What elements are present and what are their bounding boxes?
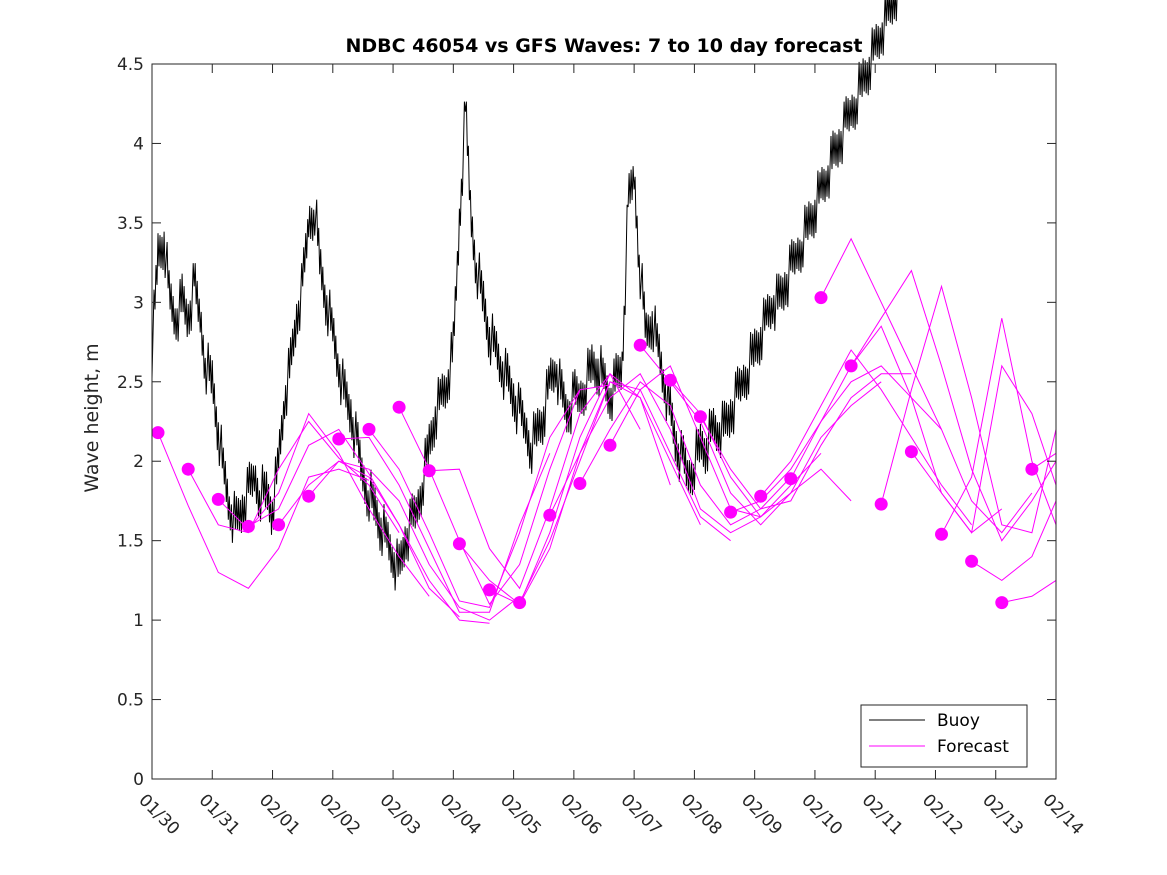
forecast-run-line-24	[850, 269, 1057, 542]
forecast-run-line-19	[699, 373, 912, 510]
forecast-marker-11	[452, 537, 466, 551]
forecast-marker-23	[814, 291, 828, 305]
forecast-marker-19	[693, 410, 707, 424]
forecast-marker-18	[663, 373, 677, 387]
y-axis-label: Wave height, m	[81, 343, 103, 492]
forecast-run-line-1	[157, 432, 370, 589]
forecast-run-line-27	[941, 318, 1057, 535]
chart-title: NDBC 46054 vs GFS Waves: 7 to 10 day for…	[345, 35, 862, 57]
forecast-marker-22	[784, 472, 798, 486]
forecast-marker-9	[392, 400, 406, 414]
forecast-run-line-5	[278, 460, 490, 624]
buoy-series-line	[151, 0, 898, 591]
forecast-marker-7	[332, 432, 346, 446]
forecast-marker-1	[151, 426, 165, 440]
forecast-marker-10	[422, 464, 436, 478]
forecast-marker-24	[844, 359, 858, 373]
y-tick-label-3: 1.5	[117, 532, 144, 552]
forecast-run-line-9	[398, 384, 611, 606]
forecast-run-line-7	[338, 436, 551, 613]
forecast-marker-3	[211, 492, 225, 506]
forecast-marker-16	[603, 438, 617, 452]
forecast-marker-14	[543, 508, 557, 522]
y-tick-label-1: 0.5	[117, 691, 144, 711]
forecast-run-line-4	[248, 428, 460, 618]
y-tick-label-2: 1	[133, 611, 144, 631]
forecast-run-line-14	[549, 373, 761, 534]
forecast-run-line-23	[820, 237, 1033, 534]
forecast-marker-4	[241, 519, 255, 533]
forecast-run-line-2	[187, 420, 400, 534]
forecast-marker-29	[995, 596, 1009, 610]
y-tick-label-8: 4	[133, 134, 144, 154]
forecast-marker-28	[965, 554, 979, 568]
y-tick-label-6: 3	[133, 293, 144, 313]
forecast-marker-8	[362, 422, 376, 436]
forecast-run-line-8	[368, 389, 581, 608]
forecast-marker-2	[181, 462, 195, 476]
plot-background	[152, 64, 1056, 779]
forecast-marker-21	[754, 489, 768, 503]
y-tick-label-4: 2	[133, 452, 144, 472]
forecast-marker-6	[302, 489, 316, 503]
forecast-run-line-29	[1001, 579, 1057, 604]
forecast-marker-30	[1025, 462, 1039, 476]
forecast-marker-25	[874, 497, 888, 511]
legend-forecast-label: Forecast	[937, 737, 1009, 757]
forecast-run-line-25	[880, 284, 1057, 534]
forecast-marker-13	[513, 596, 527, 610]
legend: Buoy Forecast	[860, 704, 1028, 768]
forecast-run-line-26	[910, 364, 1057, 534]
forecast-marker-27	[935, 527, 948, 541]
forecast-marker-20	[724, 505, 738, 519]
forecast-marker-17	[633, 338, 647, 352]
forecast-run-line-6	[308, 460, 520, 621]
y-tick-label-0: 0	[133, 770, 144, 790]
forecast-run-line-15	[579, 381, 792, 526]
forecast-marker-26	[904, 445, 918, 459]
forecast-run-line-17	[639, 344, 852, 526]
axes-box	[151, 63, 1057, 780]
legend-buoy-label: Buoy	[937, 711, 980, 731]
y-tick-label-5: 2.5	[117, 373, 144, 393]
y-tick-label-7: 3.5	[117, 214, 144, 234]
forecast-marker-12	[483, 583, 496, 597]
forecast-run-line-12	[489, 381, 701, 605]
forecast-run-line-10	[429, 372, 641, 590]
forecast-marker-15	[573, 477, 587, 490]
forecast-run-line-16	[609, 365, 822, 518]
legend-box	[860, 704, 1028, 768]
forecast-marker-5	[272, 518, 286, 532]
forecast-run-line-28	[971, 500, 1057, 582]
y-tick-label-9: 4.5	[117, 55, 144, 75]
